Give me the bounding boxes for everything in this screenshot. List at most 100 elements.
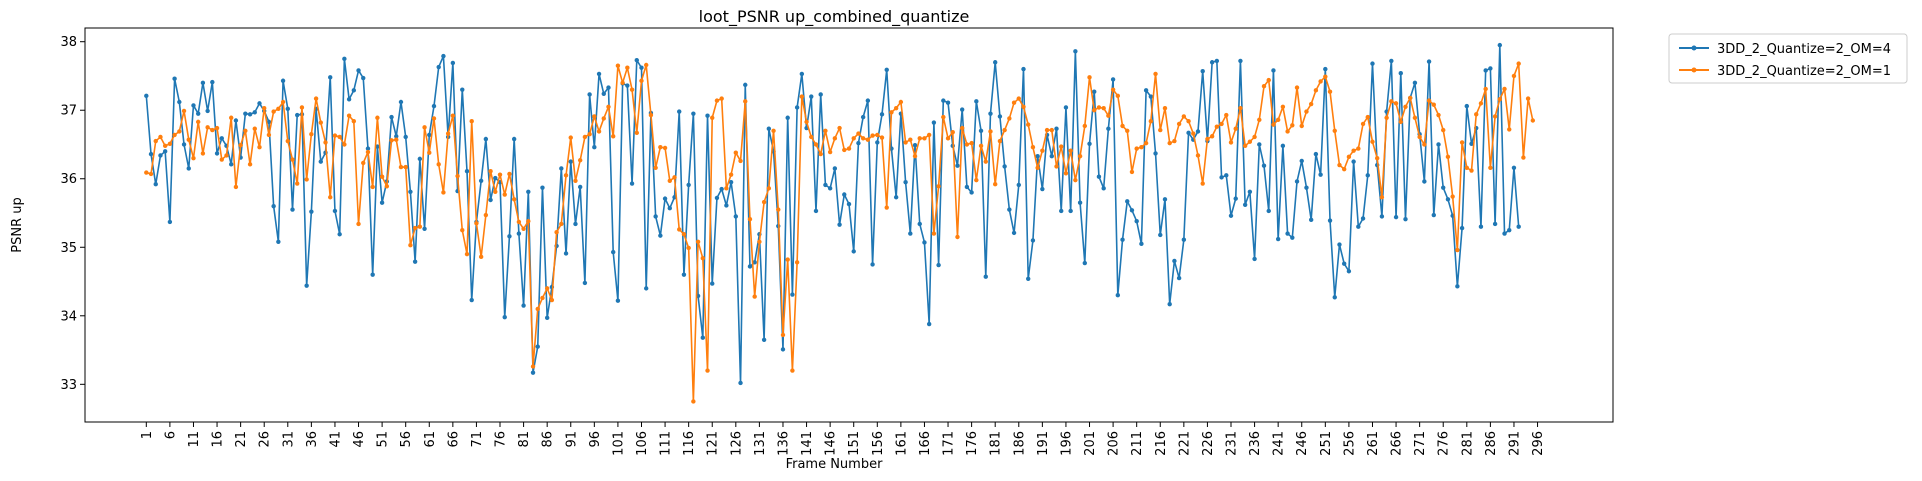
data-point: [1327, 89, 1333, 94]
data-point: [191, 103, 196, 108]
data-point: [648, 112, 654, 118]
data-point: [1242, 143, 1248, 149]
data-point: [1450, 194, 1455, 199]
data-point: [177, 129, 182, 134]
data-point: [1073, 177, 1078, 183]
data-point: [794, 105, 800, 110]
data-point: [766, 126, 772, 131]
data-point: [743, 82, 748, 88]
data-point: [1294, 85, 1300, 90]
data-point: [398, 99, 404, 105]
data-point: [804, 119, 809, 125]
data-point: [346, 113, 352, 118]
data-point: [158, 153, 163, 158]
data-point: [144, 93, 149, 99]
data-point: [521, 303, 526, 308]
data-point: [1143, 88, 1149, 93]
data-point: [809, 94, 814, 99]
data-point: [1379, 214, 1385, 219]
x-tick-label: 126: [729, 431, 744, 456]
data-point: [1026, 276, 1031, 281]
data-point: [1318, 79, 1323, 84]
data-point: [431, 116, 437, 121]
data-point: [780, 347, 786, 352]
data-point: [502, 314, 507, 320]
data-point: [601, 116, 606, 121]
x-tick-label: 26: [258, 431, 273, 448]
data-point: [210, 79, 215, 85]
data-point: [714, 195, 720, 201]
data-point: [1412, 115, 1418, 120]
data-point: [1474, 112, 1479, 117]
data-point: [993, 182, 998, 187]
data-point: [408, 243, 413, 248]
data-point: [959, 125, 965, 131]
data-point: [1346, 154, 1352, 160]
data-point: [1096, 174, 1102, 179]
data-point: [384, 184, 390, 189]
x-tick-label: 71: [470, 431, 485, 448]
data-point: [823, 128, 828, 133]
series-1: [144, 42, 1521, 386]
data-point: [865, 137, 871, 142]
data-point: [1186, 130, 1191, 136]
data-point: [1299, 123, 1304, 129]
data-point: [1030, 145, 1036, 150]
data-point: [644, 286, 649, 291]
data-point: [1521, 155, 1526, 160]
x-tick-label: 156: [871, 431, 886, 456]
x-tick-label: 51: [376, 431, 391, 448]
data-point: [375, 115, 380, 120]
data-point: [592, 145, 597, 150]
data-point: [738, 158, 743, 164]
data-point: [1162, 197, 1168, 202]
data-point: [403, 134, 408, 140]
data-point: [1049, 127, 1054, 133]
data-point: [771, 128, 776, 133]
data-point: [351, 88, 357, 93]
data-point: [318, 120, 323, 125]
data-point: [1191, 131, 1196, 136]
data-point: [785, 257, 790, 262]
data-point: [842, 192, 847, 197]
data-point: [252, 110, 257, 115]
x-tick-label: 61: [423, 431, 438, 448]
data-point: [700, 335, 705, 340]
data-point: [997, 114, 1003, 119]
data-point: [247, 162, 253, 167]
data-point: [1492, 221, 1498, 227]
x-tick-label: 186: [1012, 431, 1027, 456]
data-point: [1238, 105, 1243, 111]
data-point: [1059, 144, 1064, 149]
data-point: [1464, 165, 1470, 170]
data-point: [724, 186, 729, 191]
data-point: [978, 128, 984, 133]
data-point: [1228, 213, 1234, 218]
data-point: [955, 234, 960, 240]
data-point: [483, 136, 489, 142]
data-point: [370, 184, 375, 190]
data-point: [1360, 121, 1366, 127]
data-point: [686, 245, 691, 251]
series-2: [144, 61, 1536, 404]
data-point: [167, 141, 173, 146]
data-point: [351, 118, 357, 124]
data-point: [285, 138, 290, 144]
data-point: [1403, 216, 1408, 222]
data-point: [827, 149, 833, 155]
data-point: [1488, 66, 1493, 71]
data-point: [1511, 165, 1517, 170]
data-point: [625, 83, 630, 88]
x-tick-label: 296: [1531, 431, 1546, 456]
data-point: [1082, 260, 1088, 266]
data-point: [908, 137, 913, 142]
data-point: [1459, 140, 1465, 145]
data-point: [700, 256, 705, 261]
data-point: [662, 196, 668, 201]
data-point: [875, 140, 880, 145]
data-point: [497, 172, 503, 177]
y-tick-label: 36: [60, 172, 77, 187]
data-point: [1125, 199, 1130, 204]
data-point: [1016, 96, 1021, 101]
